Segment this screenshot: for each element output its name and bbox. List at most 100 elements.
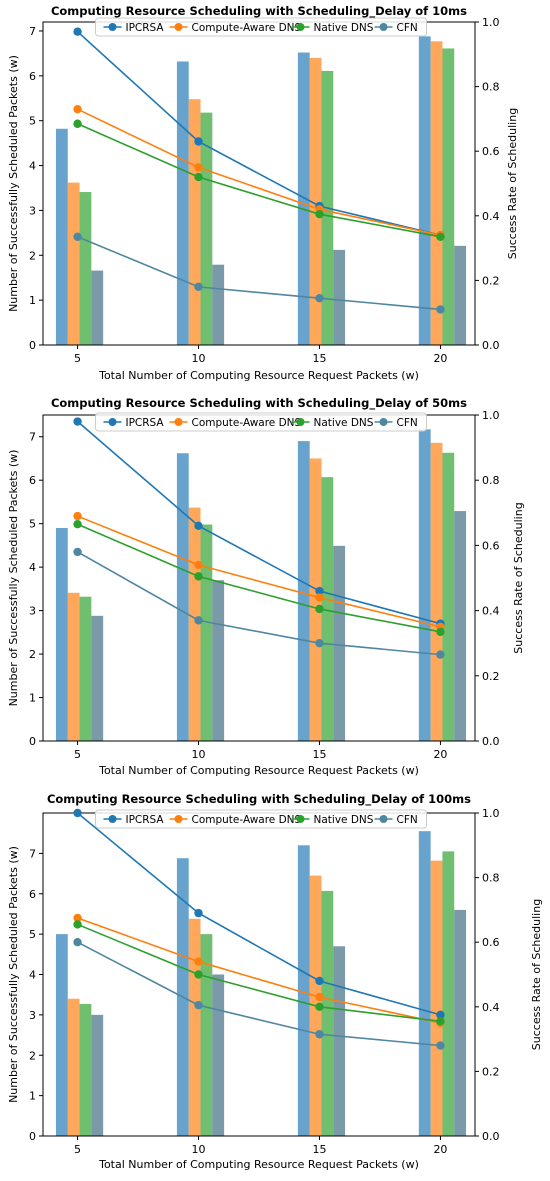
y2-tick-label: 0.8 bbox=[482, 872, 500, 885]
point-native-dns-10 bbox=[194, 572, 203, 581]
y-tick-label: 6 bbox=[29, 70, 36, 83]
bar-cfn-10 bbox=[212, 974, 225, 1136]
legend-label: Native DNS bbox=[314, 814, 374, 826]
y-tick-label: 1 bbox=[29, 294, 36, 307]
legend-marker bbox=[174, 23, 183, 31]
bar-ipcrsa-20 bbox=[418, 36, 431, 345]
point-ipcrsa-10 bbox=[194, 908, 203, 918]
y-tick-label: 3 bbox=[29, 605, 36, 618]
bar-native-dns-15 bbox=[321, 477, 334, 741]
bar-native-dns-5 bbox=[79, 192, 92, 345]
y2-tick-label: 0.0 bbox=[482, 1130, 500, 1143]
bar-ipcrsa-5 bbox=[55, 128, 68, 345]
line-native-dns bbox=[77, 923, 441, 1023]
legend-label: Compute-Aware DNS bbox=[192, 22, 302, 34]
x-tick-label: 10 bbox=[192, 748, 206, 761]
legend-marker bbox=[379, 418, 388, 426]
bar-compute-aware-dns-20 bbox=[430, 41, 443, 345]
x-tick-label: 15 bbox=[312, 1143, 326, 1156]
point-ipcrsa-10 bbox=[194, 521, 203, 531]
bar-cfn-20 bbox=[454, 245, 467, 345]
legend-marker bbox=[108, 418, 117, 426]
bar-native-dns-15 bbox=[321, 890, 334, 1136]
line-native-dns bbox=[77, 523, 441, 633]
legend-label: Native DNS bbox=[314, 22, 374, 34]
bar-compute-aware-dns-5 bbox=[67, 182, 80, 345]
y2-tick-label: 1.0 bbox=[482, 409, 500, 422]
point-native-dns-5 bbox=[73, 920, 82, 929]
y-tick-label: 1 bbox=[29, 1090, 36, 1103]
point-ipcrsa-15 bbox=[315, 586, 324, 596]
y-axis-label: Number of Successfully Scheduled Packets… bbox=[7, 450, 20, 707]
y-tick-label: 4 bbox=[29, 561, 36, 574]
line-cfn bbox=[77, 551, 441, 656]
legend-label: CFN bbox=[397, 417, 418, 429]
point-cfn-20 bbox=[436, 650, 445, 659]
point-ipcrsa-5 bbox=[73, 27, 82, 36]
point-native-dns-15 bbox=[315, 1002, 324, 1011]
bar-ipcrsa-5 bbox=[55, 934, 68, 1136]
y2-axis-label: Success Rate of Scheduling bbox=[530, 899, 543, 1050]
x-tick-label: 5 bbox=[74, 1143, 81, 1156]
point-native-dns-20 bbox=[436, 232, 445, 241]
bar-compute-aware-dns-5 bbox=[67, 592, 80, 741]
bar-ipcrsa-20 bbox=[418, 831, 431, 1136]
bar-cfn-15 bbox=[333, 249, 346, 345]
point-compute-aware-dns-10 bbox=[194, 163, 203, 172]
point-cfn-5 bbox=[73, 547, 82, 557]
line-native-dns bbox=[77, 123, 441, 238]
y2-tick-label: 0.4 bbox=[482, 210, 500, 223]
y-tick-label: 0 bbox=[29, 735, 36, 748]
y2-tick-label: 1.0 bbox=[482, 807, 500, 820]
point-native-dns-20 bbox=[436, 1017, 445, 1026]
y-tick-label: 2 bbox=[29, 1049, 36, 1062]
point-compute-aware-dns-10 bbox=[194, 957, 203, 966]
line-cfn bbox=[77, 236, 441, 311]
legend-label: Native DNS bbox=[314, 417, 374, 429]
x-axis-label: Total Number of Computing Resource Reque… bbox=[98, 764, 419, 777]
point-ipcrsa-10 bbox=[194, 137, 203, 146]
y-tick-label: 3 bbox=[29, 1009, 36, 1022]
bar-native-dns-20 bbox=[442, 452, 455, 741]
bar-native-dns-5 bbox=[79, 596, 92, 741]
chart-title: Computing Resource Scheduling with Sched… bbox=[51, 4, 467, 19]
bar-cfn-5 bbox=[91, 270, 104, 345]
x-tick-label: 15 bbox=[312, 748, 326, 761]
y-tick-label: 4 bbox=[29, 160, 36, 173]
y2-tick-label: 0.4 bbox=[482, 605, 500, 618]
bar-cfn-5 bbox=[91, 615, 104, 741]
y-tick-label: 7 bbox=[29, 25, 36, 38]
bar-native-dns-5 bbox=[79, 1003, 92, 1136]
y-axis-label: Number of Successfully Scheduled Packets… bbox=[7, 55, 20, 312]
y-tick-label: 2 bbox=[29, 648, 36, 661]
y-tick-label: 6 bbox=[29, 474, 36, 487]
y2-tick-label: 0.4 bbox=[482, 1001, 500, 1014]
legend-label: CFN bbox=[397, 814, 418, 826]
y-tick-label: 0 bbox=[29, 1130, 36, 1143]
legend-marker bbox=[296, 23, 305, 31]
point-compute-aware-dns-15 bbox=[315, 992, 324, 1002]
y2-tick-label: 0.0 bbox=[482, 339, 500, 352]
legend-marker bbox=[108, 23, 117, 31]
legend-marker bbox=[379, 23, 388, 31]
bar-ipcrsa-5 bbox=[55, 528, 68, 741]
y-tick-label: 7 bbox=[29, 847, 36, 860]
bar-cfn-10 bbox=[212, 580, 225, 741]
bar-compute-aware-dns-20 bbox=[430, 442, 443, 741]
point-cfn-10 bbox=[194, 1000, 203, 1010]
y-tick-label: 4 bbox=[29, 969, 36, 982]
point-native-dns-15 bbox=[315, 604, 324, 614]
x-tick-label: 20 bbox=[433, 1143, 447, 1156]
legend-marker bbox=[174, 815, 183, 823]
plot-frame bbox=[42, 414, 476, 742]
point-cfn-20 bbox=[436, 305, 445, 314]
bar-compute-aware-dns-15 bbox=[309, 57, 322, 346]
bar-compute-aware-dns-5 bbox=[67, 998, 80, 1136]
y-tick-label: 2 bbox=[29, 249, 36, 262]
x-tick-label: 20 bbox=[433, 748, 447, 761]
point-native-dns-15 bbox=[315, 209, 324, 219]
bar-native-dns-10 bbox=[200, 112, 213, 345]
bar-compute-aware-dns-15 bbox=[309, 458, 322, 741]
legend-box bbox=[95, 17, 427, 37]
legend-marker bbox=[174, 418, 183, 426]
